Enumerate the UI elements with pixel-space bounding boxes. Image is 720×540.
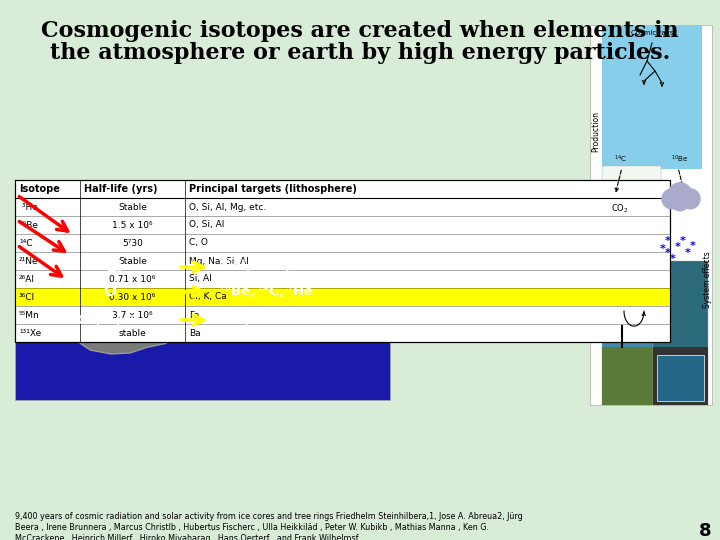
Text: 0.30 x 10⁶: 0.30 x 10⁶ <box>109 293 156 301</box>
Text: stable: stable <box>119 328 146 338</box>
Text: 3.7 x 10⁶: 3.7 x 10⁶ <box>112 310 153 320</box>
Text: Si, Al: Si, Al <box>189 274 212 284</box>
Text: CO$_2$: CO$_2$ <box>611 202 629 214</box>
Text: O, Si, Al, Mg, etc.: O, Si, Al, Mg, etc. <box>189 202 266 212</box>
Text: System effects: System effects <box>703 251 713 308</box>
Text: O, Si, Al: O, Si, Al <box>189 220 225 230</box>
Text: Principal targets (lithosphere): Principal targets (lithosphere) <box>189 184 357 194</box>
Text: 8: 8 <box>698 522 711 540</box>
Text: *: * <box>670 254 676 264</box>
FancyBboxPatch shape <box>602 166 661 261</box>
Text: *: * <box>690 241 696 251</box>
Text: $^{10}$Be: $^{10}$Be <box>671 154 688 165</box>
Text: ³He: ³He <box>19 202 38 212</box>
Text: C, O: C, O <box>189 239 208 247</box>
Text: Beera , Irene Brunnera , Marcus Christlb , Hubertus Fischerc , Ulla Heikkiläd , : Beera , Irene Brunnera , Marcus Christlb… <box>15 523 489 532</box>
FancyBboxPatch shape <box>15 288 670 306</box>
Polygon shape <box>62 233 199 354</box>
FancyBboxPatch shape <box>653 347 708 405</box>
Text: Mg, Na, Si, Al: Mg, Na, Si, Al <box>189 256 248 266</box>
Circle shape <box>668 183 692 207</box>
FancyBboxPatch shape <box>590 25 712 405</box>
Text: Cosmogenic isotopes are created when elements in: Cosmogenic isotopes are created when ele… <box>41 20 679 42</box>
Text: ¹³¹Xe: ¹³¹Xe <box>19 328 41 338</box>
FancyBboxPatch shape <box>657 355 704 401</box>
Text: Cosmic rays: Cosmic rays <box>631 30 673 36</box>
Text: ²⁶Al: ²⁶Al <box>19 274 35 284</box>
Text: ³⁶Cl: ³⁶Cl <box>19 293 35 301</box>
Text: 0.71 x 10⁶: 0.71 x 10⁶ <box>109 274 156 284</box>
Text: Ba: Ba <box>189 328 201 338</box>
Text: *: * <box>665 235 671 246</box>
FancyBboxPatch shape <box>15 180 670 342</box>
Text: 1.5 x 10⁶: 1.5 x 10⁶ <box>112 220 153 230</box>
Circle shape <box>662 189 682 209</box>
Text: *: * <box>675 241 681 252</box>
Circle shape <box>672 195 688 211</box>
Text: $^{14}$C: $^{14}$C <box>613 154 626 165</box>
Text: *: * <box>665 248 671 258</box>
FancyBboxPatch shape <box>602 25 702 170</box>
FancyBboxPatch shape <box>15 180 390 400</box>
Text: ¹⁰Be: ¹⁰Be <box>19 220 38 230</box>
Text: ²¹Ne: ²¹Ne <box>19 256 39 266</box>
Circle shape <box>680 189 700 209</box>
Text: Stable: Stable <box>118 256 147 266</box>
Text: Fe: Fe <box>189 310 199 320</box>
Text: ¹⁴C: ¹⁴C <box>19 239 32 247</box>
Text: McCrackene , Heinrich Millerf , Hiroko Miyaharag , Hans Oerterf , and Frank Wilh: McCrackene , Heinrich Millerf , Hiroko M… <box>15 534 359 540</box>
Text: Cl, K, Ca: Cl, K, Ca <box>189 293 227 301</box>
FancyBboxPatch shape <box>602 347 661 405</box>
Text: ⁵⁵Mn: ⁵⁵Mn <box>19 310 40 320</box>
FancyBboxPatch shape <box>602 261 661 405</box>
Text: Production: Production <box>592 111 600 152</box>
Text: *: * <box>680 235 686 246</box>
Text: *: * <box>685 248 691 258</box>
Text: 9,400 years of cosmic radiation and solar activity from ice cores and tree rings: 9,400 years of cosmic radiation and sola… <box>15 512 523 521</box>
Text: Isotope: Isotope <box>19 184 60 194</box>
Polygon shape <box>612 296 632 326</box>
FancyBboxPatch shape <box>653 261 708 405</box>
Text: $^{36}$Cl,$\,^{3}$He: $^{36}$Cl,$\,^{3}$He <box>218 310 279 329</box>
Text: Half-life (yrs): Half-life (yrs) <box>84 184 158 194</box>
Text: Ca, K, Cl: Ca, K, Cl <box>77 314 139 327</box>
Text: Si: Si <box>107 260 123 274</box>
Text: $^{10}$Be,$\,^{14}$C,$\,^{3}$He: $^{10}$Be,$\,^{14}$C,$\,^{3}$He <box>218 283 314 301</box>
Text: Stable: Stable <box>118 202 147 212</box>
Text: *: * <box>660 244 666 254</box>
Text: O: O <box>104 285 117 300</box>
Text: 5⁷30: 5⁷30 <box>122 239 143 247</box>
Text: the atmosphere or earth by high energy particles.: the atmosphere or earth by high energy p… <box>50 42 670 64</box>
Text: $^{26}$Al,$\,^{21}$Ne,$\,^{3}$He: $^{26}$Al,$\,^{21}$Ne,$\,^{3}$He <box>218 258 320 276</box>
